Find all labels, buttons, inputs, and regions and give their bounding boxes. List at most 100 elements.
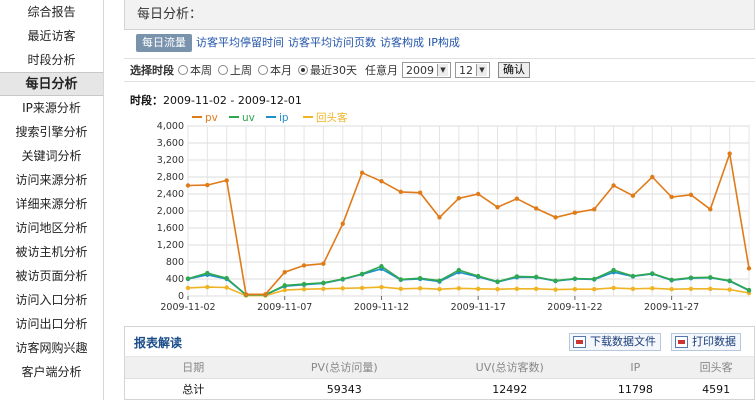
year-select-value: 2009	[406, 63, 434, 77]
sidebar-item[interactable]: 综合报告	[27, 5, 76, 19]
print-icon	[675, 336, 688, 348]
year-select[interactable]: 2009 ▼	[402, 62, 451, 78]
tab-4[interactable]: IP构成	[428, 36, 460, 49]
panel-title: 每日分析：	[124, 0, 755, 30]
data-point	[727, 278, 732, 283]
data-point	[572, 287, 578, 292]
y-tick-label: 4,000	[157, 121, 184, 132]
period-filter-label: 选择时段	[130, 64, 174, 77]
month-select[interactable]: 12 ▼	[455, 62, 490, 78]
period-radio-label: 本月	[270, 64, 292, 77]
series-line-uv	[187, 265, 750, 296]
data-point	[611, 267, 616, 273]
data-point	[611, 285, 616, 291]
data-point	[205, 270, 210, 276]
data-point	[553, 287, 558, 292]
sidebar-item[interactable]: 被访页面分析	[15, 269, 88, 283]
x-tick-label: 2009-11-22	[547, 302, 602, 313]
data-point	[746, 287, 752, 293]
data-point	[572, 210, 578, 215]
period-radio-label: 上周	[230, 64, 252, 77]
data-point	[185, 276, 191, 281]
sidebar-item[interactable]: 最近访客	[27, 29, 76, 43]
y-tick-label: 1,200	[157, 240, 184, 251]
data-point	[688, 275, 694, 280]
data-point	[185, 285, 191, 291]
table-header-row: 日期 PV(总访问量) UV(总访客数) IP 回头客	[125, 357, 754, 379]
print-data-button[interactable]: 打印数据	[671, 333, 741, 351]
data-point	[495, 287, 500, 292]
tab-0[interactable]: 每日流量	[136, 34, 192, 52]
sidebar-item[interactable]: IP来源分析	[22, 101, 81, 115]
data-point	[301, 263, 307, 268]
legend-label: 回头客	[316, 111, 348, 124]
data-point	[746, 266, 752, 271]
tab-3[interactable]: 访客构成	[380, 36, 424, 49]
data-point	[553, 278, 558, 283]
table-cell: 12492	[492, 383, 528, 396]
period-radio-label: 最近30天	[310, 64, 357, 77]
data-point	[553, 215, 558, 220]
legend-label: uv	[242, 112, 255, 124]
data-point	[669, 277, 674, 283]
data-point	[398, 286, 403, 291]
table-body: 总计 59343 12492 11798 4591	[125, 379, 754, 400]
period-radio[interactable]: 本周	[178, 62, 212, 78]
data-point	[205, 284, 210, 290]
sidebar-item[interactable]: 关键词分析	[21, 149, 82, 163]
sidebar-item[interactable]: 搜索引擎分析	[15, 125, 88, 139]
data-point	[417, 275, 423, 281]
data-point	[224, 285, 229, 290]
data-point	[340, 276, 345, 282]
sidebar-item[interactable]: 被访主机分析	[15, 245, 88, 259]
data-point	[650, 271, 655, 276]
period-radio[interactable]: 上周	[218, 62, 252, 78]
data-point	[185, 183, 191, 188]
period-radio-group: 本周 上周 本月 最近30天	[178, 62, 363, 78]
data-point	[475, 273, 481, 279]
data-point	[263, 292, 268, 297]
sidebar-item[interactable]: 访问来源分析	[15, 173, 88, 187]
data-point	[650, 286, 655, 291]
tab-1[interactable]: 访客平均停留时间	[196, 36, 284, 49]
sidebar-item[interactable]: 时段分析	[27, 53, 76, 67]
confirm-button[interactable]: 确认	[498, 62, 530, 78]
tab-2[interactable]: 访客平均访问页数	[288, 36, 376, 49]
period-radio[interactable]: 本月	[258, 62, 292, 78]
data-point	[688, 192, 694, 198]
sidebar-item[interactable]: 访客网购兴趣	[15, 341, 88, 355]
column-header: 日期	[182, 361, 205, 374]
data-point	[301, 287, 307, 292]
sidebar-item[interactable]: 访问入口分析	[15, 293, 88, 307]
data-point	[727, 287, 732, 292]
data-point	[243, 292, 249, 297]
sidebar-item[interactable]: 访问地区分析	[15, 221, 88, 235]
radio-icon	[298, 65, 308, 75]
sidebar-item[interactable]: 详细来源分析	[15, 197, 88, 211]
data-point	[534, 206, 539, 211]
download-data-button[interactable]: 下载数据文件	[569, 333, 661, 351]
period-range-value: 2009-11-02 - 2009-12-01	[163, 94, 302, 107]
data-point	[417, 190, 423, 195]
data-point	[456, 267, 462, 273]
data-point	[205, 182, 210, 188]
period-radio[interactable]: 最近30天	[298, 62, 357, 78]
y-tick-label: 0	[178, 291, 184, 302]
stats-table: 日期 PV(总访问量) UV(总访客数) IP 回头客 总计 59343 12492 1179…	[124, 356, 755, 400]
series-line-pv	[187, 153, 750, 296]
data-point	[437, 215, 442, 220]
data-point	[224, 178, 229, 183]
sidebar-item[interactable]: 每日分析	[0, 72, 103, 96]
data-point	[437, 287, 442, 292]
y-tick-label: 2,400	[157, 189, 184, 200]
period-label: 时段：	[130, 94, 163, 107]
data-point	[592, 207, 597, 212]
data-point	[417, 286, 423, 291]
y-tick-label: 3,600	[157, 138, 184, 149]
data-point	[534, 286, 539, 291]
sidebar-item[interactable]: 客户端分析	[21, 365, 82, 379]
sidebar-item[interactable]: 访问出口分析	[15, 317, 88, 331]
x-tick-label: 2009-11-17	[451, 302, 506, 313]
column-header: UV(总访客数)	[475, 361, 544, 374]
legend-label: ip	[279, 112, 289, 124]
